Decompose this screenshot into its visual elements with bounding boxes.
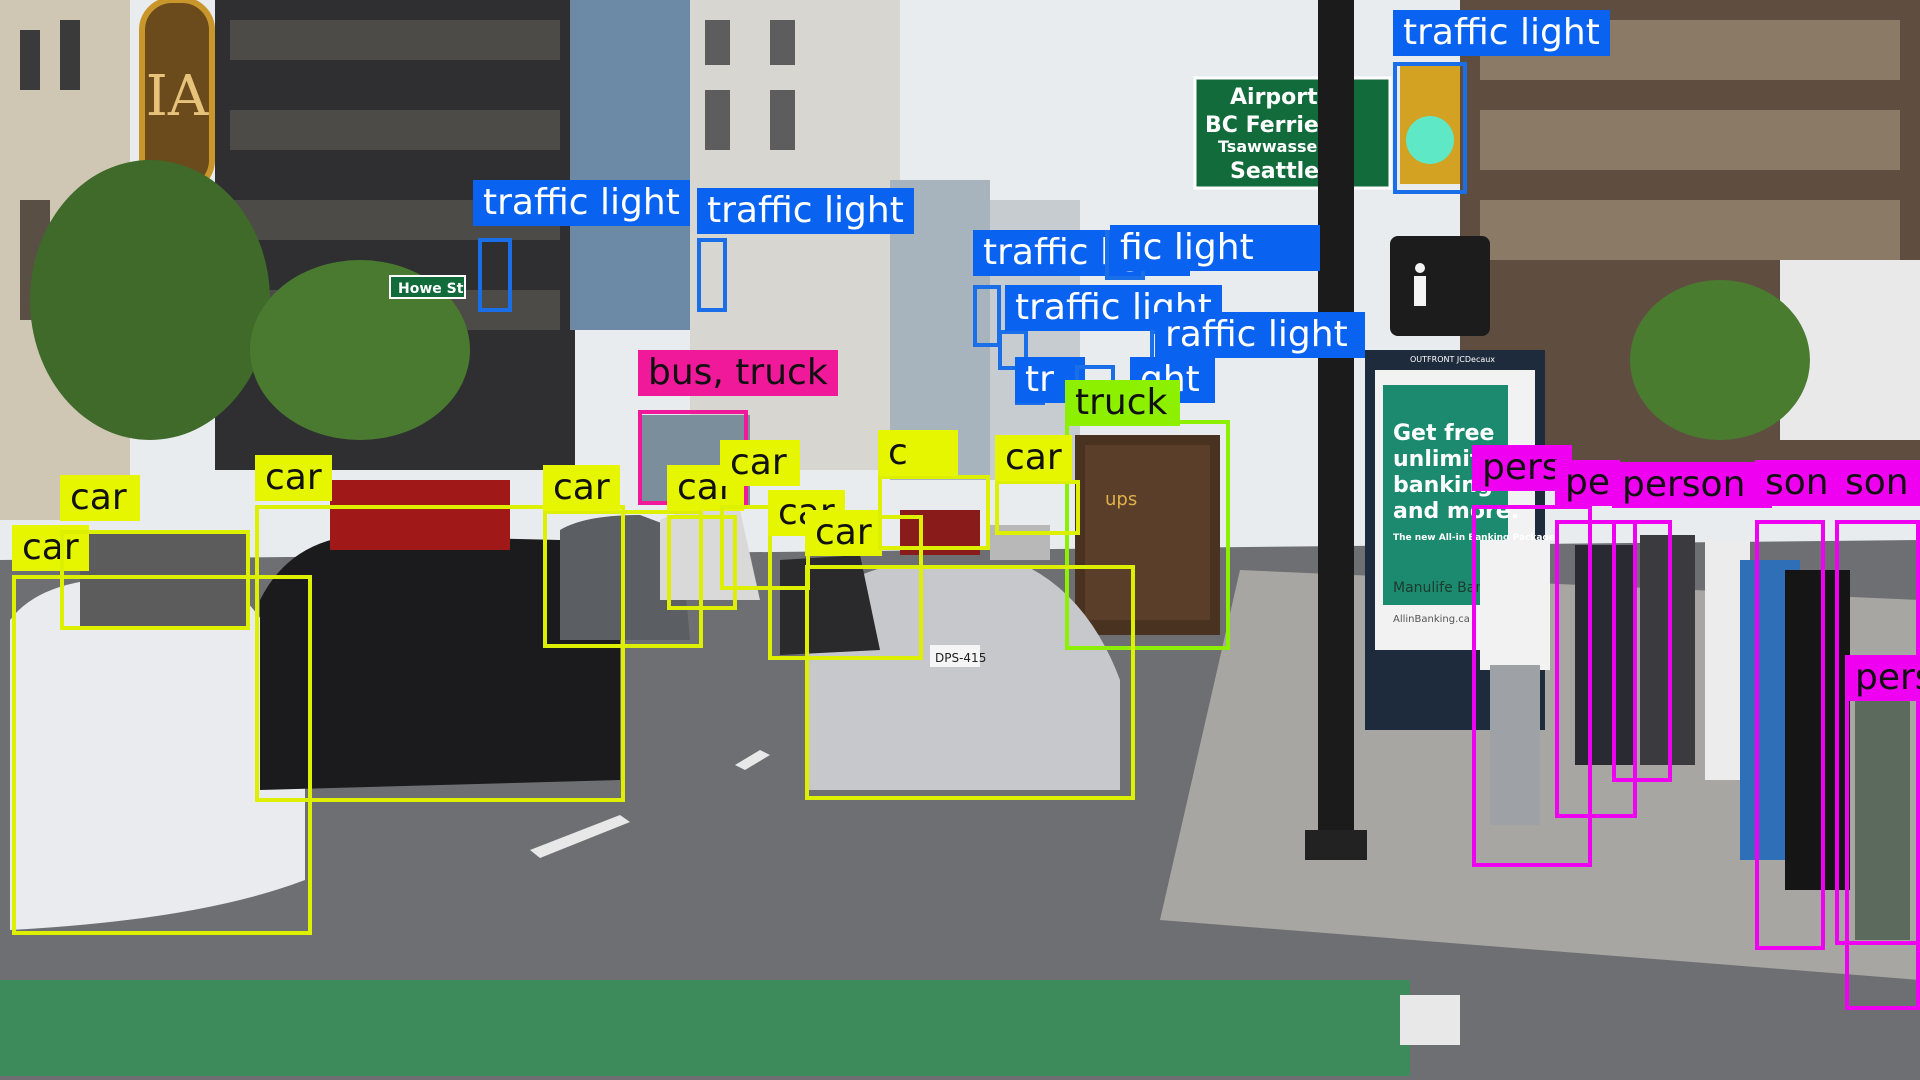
detection-label-traffic-light: traffic light <box>473 180 690 226</box>
detection-label-car: car <box>995 435 1072 481</box>
detection-label-car: car <box>60 475 140 521</box>
direction-sign-line-3: Tsawwassen <box>1218 137 1329 156</box>
detection-box-traffic-light <box>478 238 512 312</box>
detection-box-traffic-light <box>973 285 1001 347</box>
detection-box-person <box>1612 520 1672 782</box>
street-sign-text: Howe St <box>398 281 464 297</box>
detection-box-person <box>1755 520 1825 950</box>
direction-sign-line-1: Airport <box>1230 85 1318 110</box>
detection-label-car: car <box>543 465 620 511</box>
detection-label-car: car <box>255 455 332 501</box>
detection-label-person: son <box>1835 460 1920 506</box>
detection-label-person: son <box>1755 460 1840 506</box>
detection-label-traffic-light: raffic light <box>1155 312 1365 358</box>
billboard-top-text: OUTFRONT JCDecaux <box>1410 355 1495 364</box>
detection-label-person: pe <box>1555 460 1620 506</box>
direction-sign-line-4: Seattle <box>1230 159 1319 184</box>
detection-label-car: car <box>720 440 800 486</box>
billboard-line-1: Get free <box>1393 421 1494 446</box>
detection-box-car <box>995 480 1080 535</box>
detection-box-traffic-light <box>697 238 727 312</box>
detection-label-traffic-light: traffic light <box>1393 10 1610 56</box>
detection-box-traffic-light <box>1393 62 1467 194</box>
detection-label-car: car <box>805 510 882 556</box>
detection-label-person: pers <box>1845 655 1920 701</box>
detection-label-bus-truck: bus, truck <box>638 350 838 396</box>
billboard-url: AllinBanking.ca <box>1393 614 1470 625</box>
detection-label-traffic-light: fic light <box>1110 225 1320 271</box>
detection-box-car <box>60 530 250 630</box>
detection-box-car <box>878 475 990 550</box>
detection-label-traffic-light: traffic light <box>697 188 914 234</box>
detection-label-person: person <box>1612 462 1772 508</box>
detection-label-truck: truck <box>1065 380 1180 426</box>
direction-sign-line-2: BC Ferries <box>1205 113 1332 138</box>
detection-box-person <box>1845 665 1920 1010</box>
detection-label-car: c <box>878 430 958 476</box>
hotel-sign-text: IA <box>146 64 209 129</box>
detection-box-car <box>805 565 1135 800</box>
